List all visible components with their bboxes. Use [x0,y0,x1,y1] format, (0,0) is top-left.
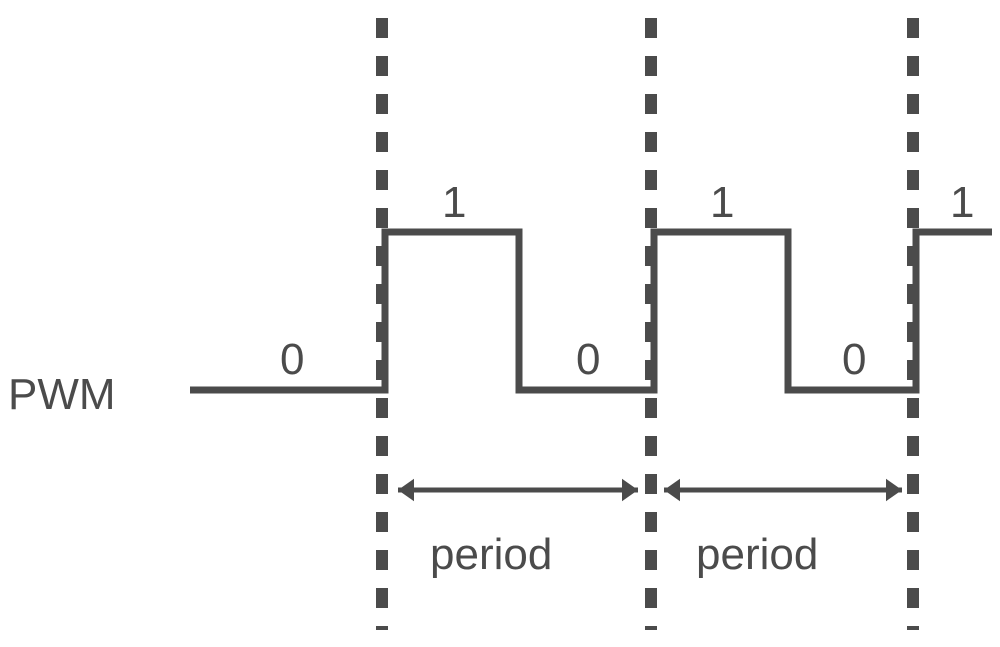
value-label: 1 [710,178,734,228]
arrowhead-left-icon [664,479,680,501]
value-label: 0 [280,335,304,385]
value-label: 0 [842,335,866,385]
value-label: 1 [950,178,974,228]
period-label: period [696,530,818,580]
arrowhead-right-icon [886,479,902,501]
arrowhead-right-icon [622,479,638,501]
signal-name-label: PWM [8,370,116,420]
arrowhead-left-icon [398,479,414,501]
value-label: 0 [576,335,600,385]
period-label: period [430,530,552,580]
value-label: 1 [442,178,466,228]
